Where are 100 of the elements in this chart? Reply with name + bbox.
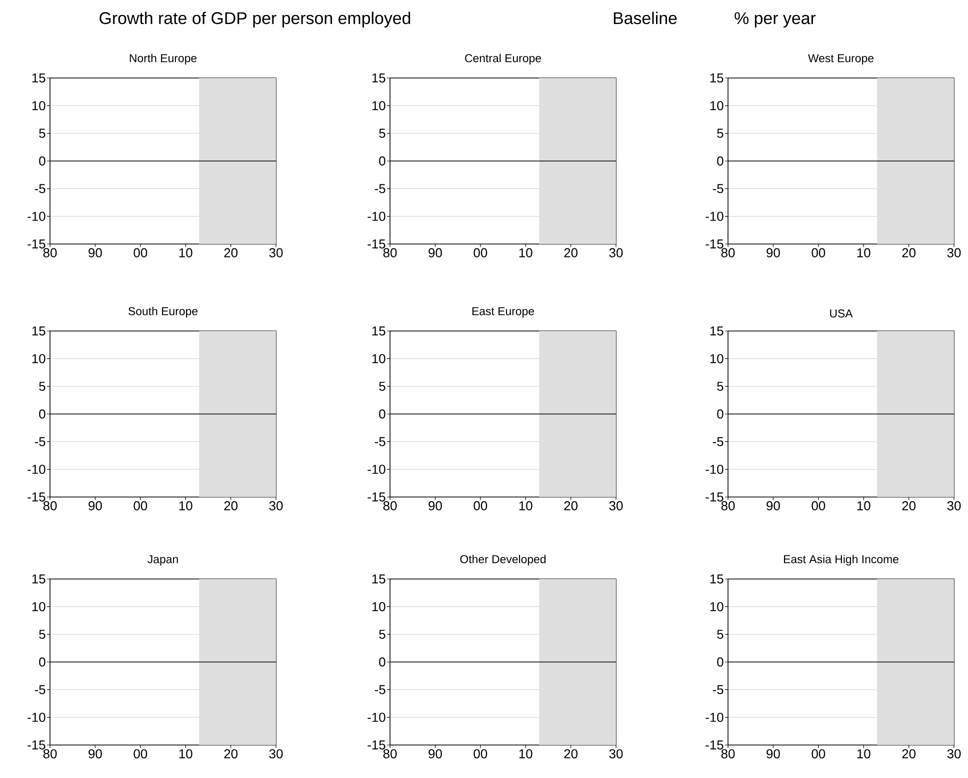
y-tick-label: 15 [32,73,46,83]
x-tick-label: 90 [766,749,780,758]
chart-title: East Asia High Income [784,554,898,566]
x-tick-label: 20 [902,501,916,510]
y-tick-label: 15 [372,574,386,584]
x-tick-label: 80 [721,749,735,758]
x-tick-label: 20 [902,749,916,758]
y-tick-label: -10 [368,464,386,474]
chart-title: Japan [148,555,178,566]
x-tick-label: 90 [88,248,102,258]
x-tick-label: 10 [857,749,870,758]
y-tick-label: -5 [34,184,46,194]
x-tick-label: 90 [766,501,780,510]
y-tick-label: -15 [28,492,46,502]
y-tick-label: 0 [379,409,386,419]
x-tick-label: 30 [269,749,283,758]
x-tick-label: 00 [812,749,826,758]
x-tick-label: 00 [812,248,826,258]
chart-title: Other Developed [460,554,546,566]
x-tick-label: 90 [88,749,102,758]
x-tick-label: 20 [564,749,578,758]
x-tick-label: 10 [519,248,532,258]
x-tick-label: 10 [519,749,532,758]
chart-title: West Europe [808,54,874,64]
y-tick-label: 10 [32,101,46,110]
y-tick-label: 10 [710,101,724,110]
x-tick-label: 30 [609,248,623,258]
y-tick-label: 5 [379,128,386,138]
x-tick-label: 30 [609,501,623,510]
x-tick-label: 20 [564,248,578,258]
x-tick-label: 10 [179,248,192,258]
x-tick-label: 80 [43,749,57,758]
y-tick-label: -15 [28,740,46,750]
x-tick-label: 20 [224,501,238,510]
y-tick-label: 15 [372,326,386,336]
y-tick-label: 5 [379,382,386,391]
x-tick-label: 10 [857,248,870,258]
y-tick-label: 15 [32,326,46,336]
x-tick-label: 80 [43,248,57,258]
y-tick-label: 15 [32,574,46,584]
chart-title: South Europe [128,306,198,318]
y-tick-label: 0 [717,409,724,419]
y-tick-label: -15 [28,239,46,249]
y-tick-label: -5 [712,685,724,694]
y-tick-label: -15 [706,740,724,750]
x-tick-label: 30 [947,501,961,510]
x-tick-label: 00 [474,248,488,258]
y-tick-label: 5 [39,128,46,138]
y-tick-label: -10 [28,712,46,722]
y-tick-label: -10 [368,212,386,221]
y-tick-label: 0 [39,156,46,166]
y-tick-label: -10 [706,212,724,221]
x-tick-label: 00 [134,248,148,258]
x-tick-label: 10 [179,749,192,758]
x-tick-label: 80 [383,501,397,510]
y-tick-label: -15 [706,239,724,249]
y-tick-label: -10 [368,712,386,722]
y-tick-label: -10 [28,212,46,221]
y-tick-label: -15 [706,492,724,502]
y-tick-label: 15 [372,73,386,83]
chart-title: Central Europe [465,54,541,64]
y-tick-label: 0 [39,657,46,667]
x-tick-label: 00 [474,749,488,758]
y-tick-label: 0 [379,156,386,166]
chart-title: North Europe [130,54,197,64]
y-tick-label: -10 [28,464,46,474]
y-tick-label: 0 [379,657,386,667]
x-tick-label: 80 [383,248,397,258]
y-tick-label: 15 [710,574,724,584]
y-tick-label: -5 [34,685,46,694]
chart-title: East Europe [472,307,534,318]
x-tick-label: 80 [383,749,397,758]
y-tick-label: -10 [706,464,724,474]
x-tick-label: 30 [947,248,961,258]
y-tick-label: -5 [374,437,386,446]
y-tick-label: 0 [717,156,724,166]
y-tick-label: -15 [368,239,386,249]
x-tick-label: 20 [224,248,238,258]
y-tick-label: 10 [372,354,386,364]
x-tick-label: 90 [766,248,780,258]
y-tick-label: -5 [712,184,724,194]
x-tick-label: 00 [474,501,488,510]
x-tick-label: 80 [43,501,57,510]
y-tick-label: -5 [374,685,386,694]
x-tick-label: 10 [179,501,192,510]
x-tick-label: 90 [428,749,442,758]
y-tick-label: 0 [39,409,46,419]
x-tick-label: 90 [428,248,442,258]
x-tick-label: 00 [812,501,826,510]
y-tick-label: -5 [34,437,46,446]
x-tick-label: 90 [88,501,102,510]
y-tick-label: 5 [39,630,46,639]
x-tick-label: 30 [269,501,283,510]
y-tick-label: 5 [717,128,724,138]
x-tick-label: 10 [519,501,532,510]
x-tick-label: 80 [721,248,735,258]
y-tick-label: 10 [32,602,46,612]
chart-title: USA [830,309,853,318]
x-tick-label: 20 [564,501,578,510]
y-tick-label: 0 [717,657,724,667]
